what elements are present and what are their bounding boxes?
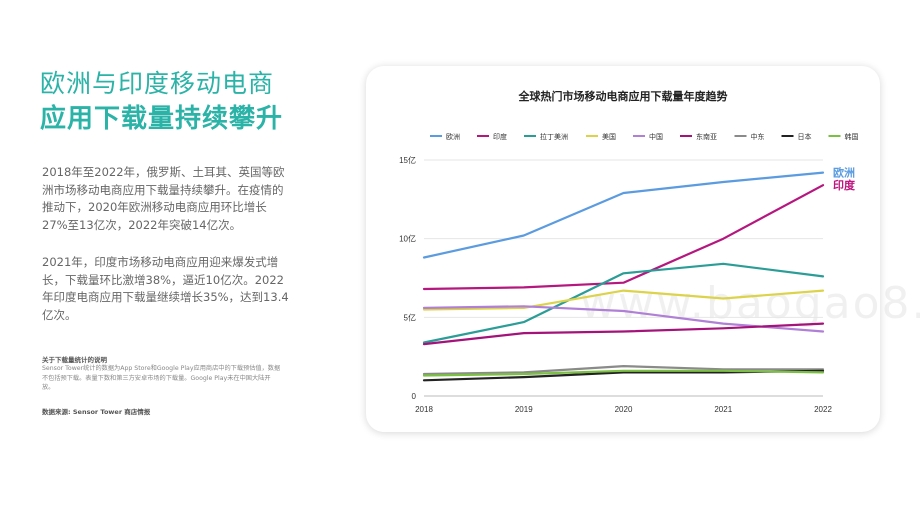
legend-label: 韩国 — [845, 132, 859, 141]
note-title: 关于下载量统计的说明 — [42, 356, 107, 364]
y-tick-label: 15亿 — [399, 155, 416, 165]
data-source: 数据来源: Sensor Tower 商店情报 — [42, 408, 151, 416]
x-tick-label: 2018 — [415, 405, 433, 414]
series-end-label: 印度 — [833, 178, 856, 192]
y-tick-label: 0 — [412, 392, 417, 401]
series-line — [422, 369, 825, 377]
note-body: Sensor Tower统计的数据为App Store和Google Play应… — [42, 365, 281, 391]
watermark-text: www.baogao8.com — [580, 278, 920, 329]
legend-label: 欧洲 — [446, 132, 460, 141]
headline-line-1: 欧洲与印度移动电商 — [40, 69, 275, 98]
chart-title: 全球热门市场移动电商应用下载量年度趋势 — [518, 90, 728, 103]
body-paragraph-india: 2021年，印度市场移动电商应用迎来爆发式增长，下载量环比激增38%，逼近10亿… — [42, 255, 289, 322]
legend-label: 东南亚 — [696, 132, 717, 141]
legend-label: 美国 — [602, 132, 616, 141]
chart-card: 全球热门市场移动电商应用下载量年度趋势 www.baogao8.com 0 5亿 1… — [366, 66, 920, 432]
legend-label: 中国 — [649, 132, 663, 141]
series-line — [422, 305, 825, 333]
x-tick-label: 2020 — [615, 405, 633, 414]
legend-label: 中东 — [751, 132, 765, 141]
series-line — [422, 322, 825, 346]
headline-line-2: 应用下载量持续攀升 — [40, 104, 284, 134]
series-line — [422, 289, 825, 311]
x-tick-label: 2019 — [515, 405, 533, 414]
legend-label: 拉丁美洲 — [540, 132, 568, 141]
series-line — [422, 171, 825, 259]
series-line — [422, 184, 825, 291]
y-tick-label: 5亿 — [404, 312, 416, 322]
x-tick-label: 2022 — [814, 405, 832, 414]
series-end-label: 欧洲 — [833, 166, 855, 180]
y-tick-label: 10亿 — [399, 234, 416, 244]
series-line — [422, 262, 825, 344]
legend-label: 印度 — [493, 132, 507, 141]
series-line — [422, 365, 825, 376]
body-paragraph-europe: 2018年至2022年，俄罗斯、土耳其、英国等欧洲市场移动电商应用下载量持续攀升… — [42, 165, 285, 232]
line-chart: 05亿10亿15亿2018 2019 2020 2021 2022欧洲 印度 拉丁美洲 美国中… — [399, 132, 859, 414]
legend-label: 日本 — [798, 132, 812, 141]
x-tick-label: 2021 — [714, 405, 732, 414]
